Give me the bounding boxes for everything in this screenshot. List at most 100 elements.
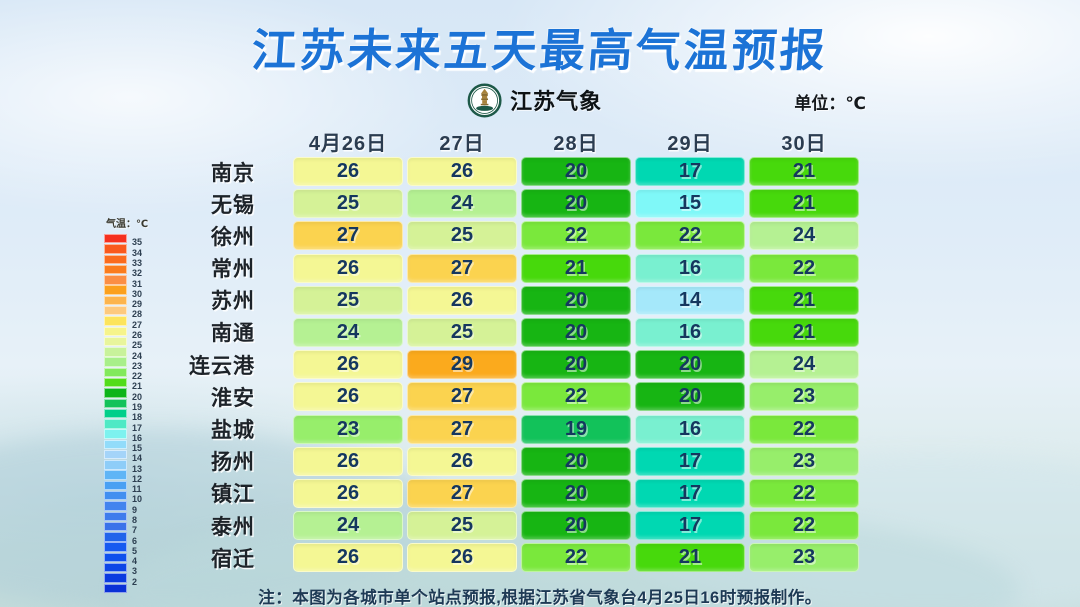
legend-color-block: 18 — [104, 408, 142, 422]
temperature-cell: 26 — [407, 285, 517, 315]
legend-color-block: 23 — [104, 357, 142, 370]
temperature-cell: 22 — [521, 543, 631, 573]
city-label: 镇江 — [211, 483, 255, 507]
legend-color-block: 30 — [104, 285, 142, 298]
legend-color-block: 11 — [104, 480, 142, 494]
legend-tick-label: 35 — [132, 237, 143, 248]
temperature-cell: 27 — [407, 414, 517, 444]
temperature-cell: 23 — [749, 446, 859, 476]
date-header-row: 4月26日 27日 28日 29日 30日 — [185, 127, 859, 155]
legend-tick-label: 15 — [132, 443, 143, 454]
city-label: 扬州 — [211, 451, 255, 475]
legend-color-block: 6 — [104, 532, 137, 545]
temperature-cell: 26 — [293, 543, 403, 573]
legend-tick-label: 5 — [132, 545, 138, 556]
legend-color-block: 7 — [104, 521, 137, 535]
temperature-cell: 21 — [635, 543, 745, 573]
legend-tick-label: 12 — [132, 473, 143, 484]
legend-color-block: 26 — [104, 326, 142, 339]
legend-tick-label: 26 — [132, 329, 143, 340]
legend-color-block: 29 — [104, 295, 142, 309]
legend-color-block: 2 — [104, 573, 137, 586]
temperature-cell: 22 — [749, 414, 859, 444]
temperature-cell: 16 — [635, 253, 745, 283]
legend-tick-label: 17 — [132, 422, 143, 433]
temperature-cell: 24 — [407, 189, 517, 219]
legend-tick-label: 20 — [132, 391, 143, 402]
legend-color-block: 31 — [104, 275, 142, 288]
legend-tick-label: 13 — [132, 463, 143, 474]
temperature-cell: 20 — [635, 350, 745, 380]
brand-group: 江苏气象 — [467, 81, 602, 119]
legend-color-block: 20 — [104, 388, 142, 401]
legend-tick-label: 16 — [132, 432, 143, 443]
legend-color-block: 8 — [104, 511, 137, 525]
legend-tick-label: 9 — [132, 504, 138, 515]
legend-color-block: 13 — [104, 460, 142, 473]
temperature-cell: 26 — [407, 446, 517, 476]
legend-tick-label: 8 — [132, 515, 138, 526]
temperature-cell: 16 — [635, 414, 745, 444]
legend-tick-label: 25 — [132, 340, 143, 351]
temperature-cell: 20 — [521, 285, 631, 315]
temperature-cell: 26 — [293, 478, 403, 508]
city-label: 常州 — [211, 258, 255, 282]
temperature-cell: 25 — [407, 317, 517, 347]
city-label: 苏州 — [211, 290, 255, 314]
temperature-cell: 17 — [635, 446, 745, 476]
city-label: 连云港 — [189, 354, 255, 378]
temperature-cell: 14 — [635, 285, 745, 315]
temperature-cell: 20 — [635, 382, 745, 412]
temperature-cell: 22 — [749, 253, 859, 283]
legend-color-block: 35 — [104, 234, 142, 247]
legend-color-block: 15 — [104, 439, 142, 453]
legend-tick-label: 22 — [132, 371, 143, 382]
temperature-cell: 27 — [407, 478, 517, 508]
temperature-cell: 26 — [293, 350, 403, 380]
jiangsu-meteorology-logo-icon — [467, 83, 502, 118]
temperature-cell: 24 — [293, 317, 403, 347]
legend-tick-label: 2 — [132, 576, 138, 587]
legend-color-block: 24 — [104, 347, 142, 360]
footer-note: 注：本图为各城市单个站点预报,根据江苏省气象台4月25日16时预报制作。 — [258, 589, 822, 607]
legend-tick-label: 18 — [132, 412, 143, 423]
temperature-cell: 26 — [407, 157, 517, 186]
temperature-cell: 20 — [521, 478, 631, 508]
temperature-cell: 20 — [521, 350, 631, 380]
temperature-cell: 24 — [749, 350, 859, 380]
legend-color-block: 19 — [104, 398, 142, 411]
temperature-cell: 22 — [521, 382, 631, 412]
temperature-cell: 22 — [521, 221, 631, 251]
legend-scale: 35 34 33 32 31 30 29 28 27 26 25 24 23 22 21 20 19 18 17 16… — [104, 234, 148, 594]
legend-color-block: 22 — [104, 367, 142, 381]
temperature-cell: 22 — [749, 511, 859, 541]
temperature-cell: 21 — [749, 285, 859, 315]
legend-color-block: 25 — [104, 336, 142, 350]
temperature-table: 南京 26 26 20 17 21 无锡 25 24 20 15 21 徐州 27 25 22 22 24 常州 26… — [185, 157, 859, 573]
unit-label: 单位：℃ — [794, 94, 866, 113]
temperature-cell: 22 — [635, 221, 745, 251]
legend-color-block: 28 — [104, 305, 142, 319]
page-title: 江苏未来五天最高气温预报 — [249, 25, 830, 76]
temperature-cell: 25 — [407, 511, 517, 541]
temperature-cell: 26 — [293, 253, 403, 283]
city-label: 徐州 — [211, 225, 255, 249]
legend-tick-label: 4 — [132, 556, 138, 567]
legend-tick-label: 27 — [132, 319, 143, 330]
legend-tick-label: 30 — [132, 288, 143, 299]
temperature-cell: 16 — [635, 317, 745, 347]
legend-tick-label: 28 — [132, 309, 143, 320]
city-label: 宿迁 — [211, 547, 255, 571]
legend-color-block: 32 — [104, 264, 142, 278]
temperature-cell: 26 — [407, 543, 517, 573]
legend-tick-label: 3 — [132, 566, 138, 577]
date-header-cell: 4月26日 — [308, 133, 388, 155]
legend-tick-label: 29 — [132, 299, 143, 310]
city-label: 南通 — [211, 322, 255, 346]
legend-color-block: 27 — [104, 316, 142, 329]
legend-tick-label: 14 — [132, 453, 143, 464]
city-label: 淮安 — [211, 386, 255, 410]
brand-bar: 江苏气象 单位：℃ — [0, 81, 1080, 119]
temperature-cell: 22 — [749, 478, 859, 508]
